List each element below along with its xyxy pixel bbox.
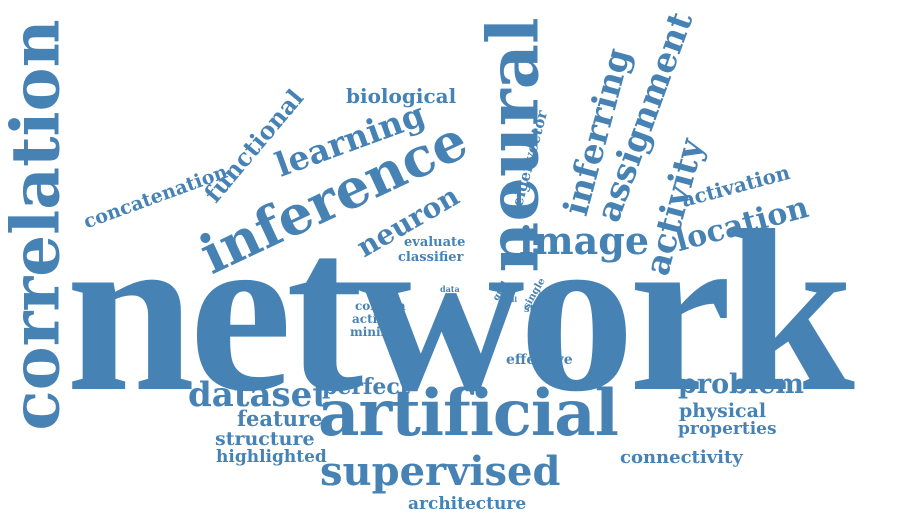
word-activate: activate <box>352 312 406 326</box>
word-data: data <box>440 284 460 294</box>
word-image: image <box>519 218 650 263</box>
word-supervised: supervised <box>320 448 561 495</box>
word-problem: problem <box>678 369 804 400</box>
word-effective: effective <box>506 352 573 368</box>
word-artificial: artificial <box>318 376 619 451</box>
word-physical: physical <box>679 400 767 422</box>
word-classifier: classifier <box>398 250 464 265</box>
word-network: network <box>66 183 855 440</box>
word-connectivity: connectivity <box>620 447 743 468</box>
word-biological: biological <box>346 84 457 108</box>
word-perfect: perfect <box>322 374 410 400</box>
word-minimal: minimal <box>350 325 406 339</box>
word-dataset: dataset <box>188 375 329 415</box>
word-highlighted: highlighted <box>216 447 327 467</box>
word-evaluate: evaluate <box>404 235 466 250</box>
word-contain: contain <box>355 299 406 313</box>
word-correlation: correlation <box>0 19 75 431</box>
word-architecture: architecture <box>408 494 527 514</box>
word-properties: properties <box>678 419 777 439</box>
word-feature: feature <box>237 406 323 431</box>
word-cell: cell <box>503 295 518 304</box>
word-structure: structure <box>215 428 315 450</box>
word-study: study <box>524 304 555 315</box>
